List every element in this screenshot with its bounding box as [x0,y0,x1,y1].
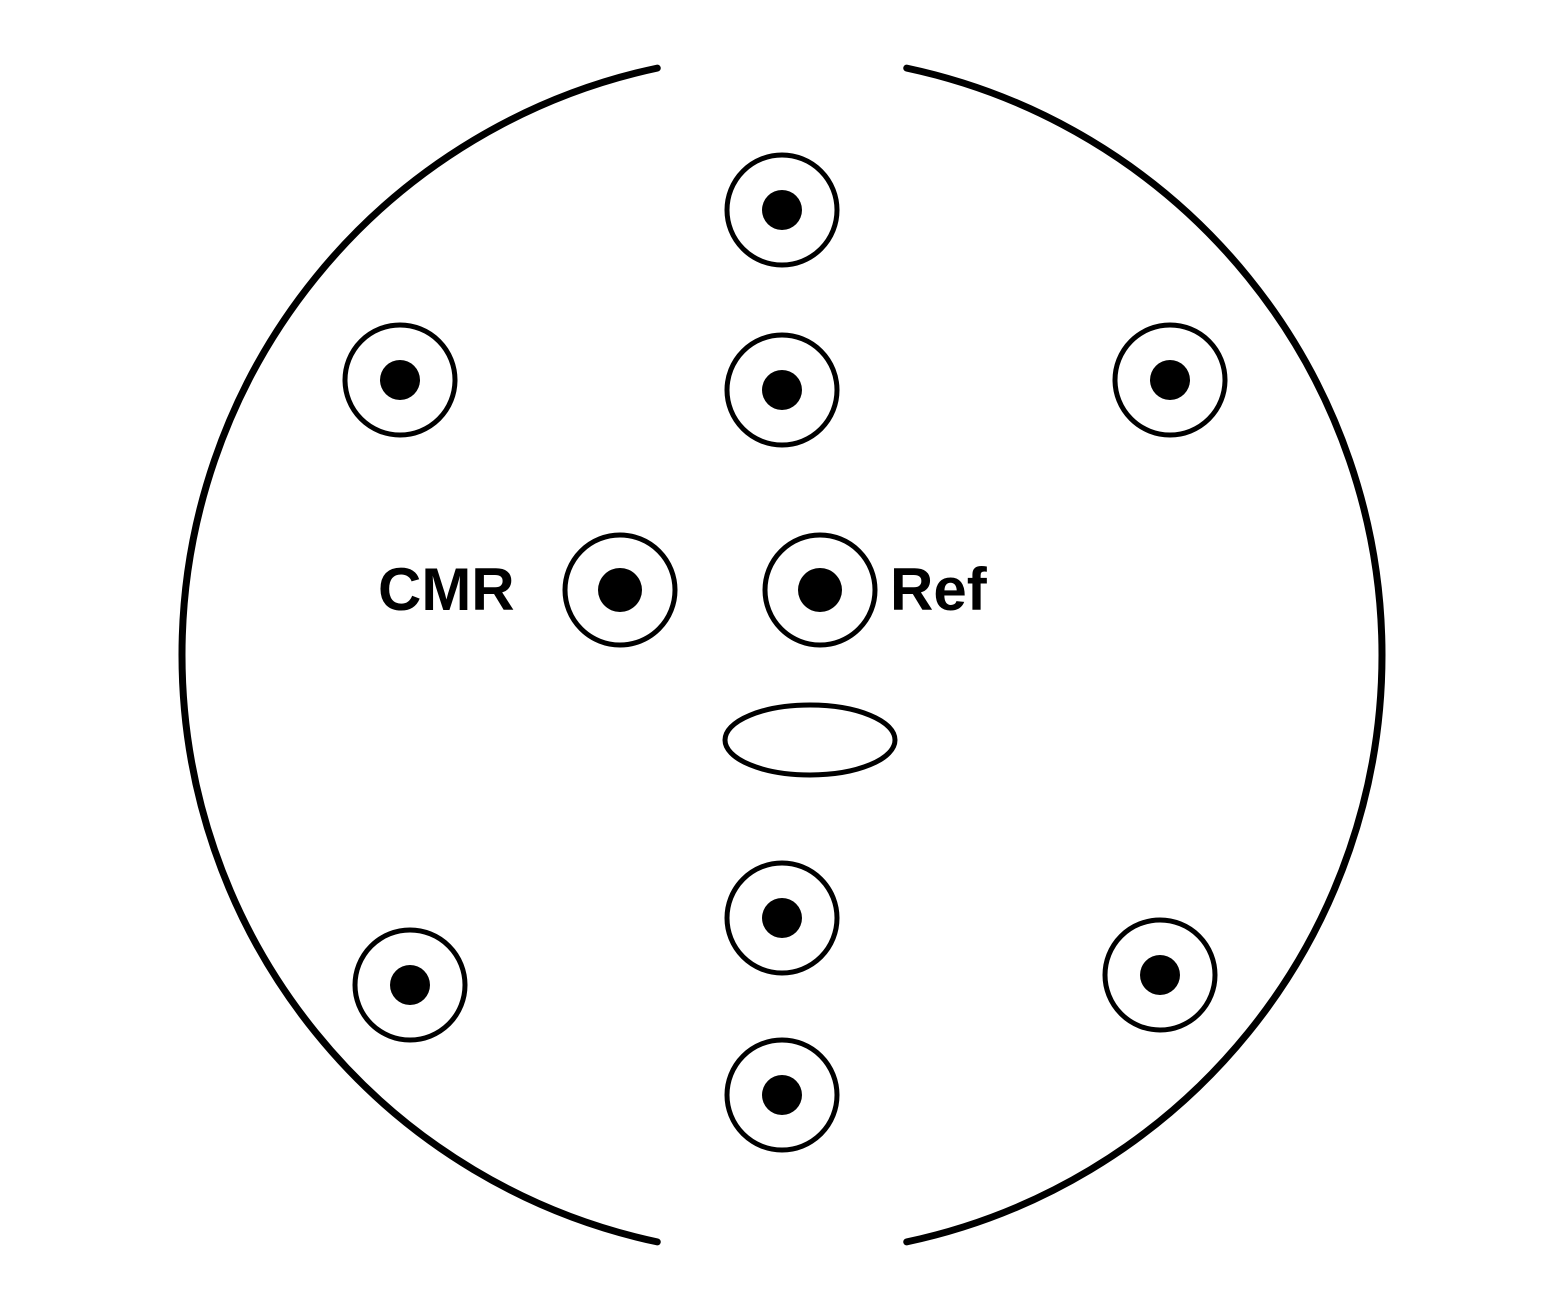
node-lower-center-dot [762,898,802,938]
center-ellipse [725,705,895,775]
diagram-svg [0,0,1564,1310]
label-ref: Ref [890,555,987,624]
node-upper-right-dot [1150,360,1190,400]
label-cmr: CMR [378,555,515,624]
node-upper-right [1115,325,1225,435]
node-lower-left-dot [390,965,430,1005]
node-bottom-dot [762,1075,802,1115]
outer-circle-right-arc [907,68,1382,1242]
diagram-stage: CMR Ref [0,0,1564,1310]
node-bottom [727,1040,837,1150]
node-cmr [565,535,675,645]
node-lower-right-dot [1140,955,1180,995]
node-upper-center [727,335,837,445]
outer-circle-left-arc [182,68,657,1242]
node-upper-left-dot [380,360,420,400]
node-upper-center-dot [762,370,802,410]
node-lower-left [355,930,465,1040]
node-cmr-dot [598,568,642,612]
node-top-dot [762,190,802,230]
node-ref [765,535,875,645]
node-lower-right [1105,920,1215,1030]
node-upper-left [345,325,455,435]
node-ref-dot [798,568,842,612]
node-top [727,155,837,265]
node-lower-center [727,863,837,973]
